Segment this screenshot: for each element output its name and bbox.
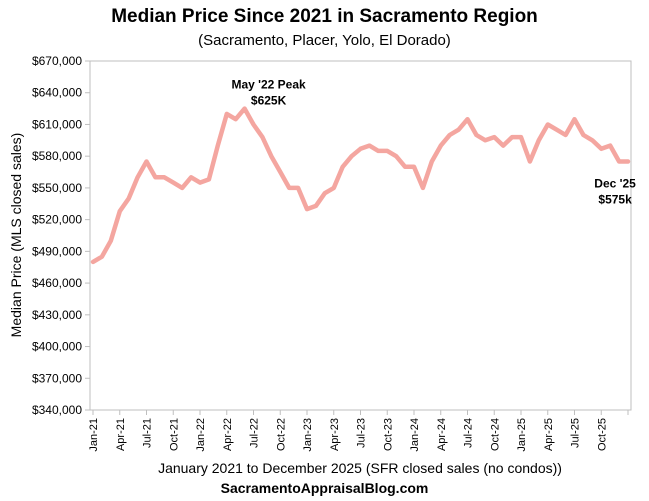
x-tick-label: Apr-22 xyxy=(222,418,234,451)
x-tick-label: Oct-21 xyxy=(168,418,180,451)
y-tick-label: $490,000 xyxy=(32,244,82,258)
x-tick-label: Jul-23 xyxy=(356,418,368,448)
x-tick-label: Oct-25 xyxy=(596,418,608,451)
x-tick-label: Oct-23 xyxy=(382,418,394,451)
x-tick-label: Jan-25 xyxy=(516,418,528,452)
source-credit: SacramentoAppraisalBlog.com xyxy=(220,480,429,496)
x-tick-label: Jul-25 xyxy=(570,418,582,448)
x-tick-label: Apr-23 xyxy=(329,418,341,451)
y-tick-label: $460,000 xyxy=(32,276,82,290)
x-axis-label: January 2021 to December 2025 (SFR close… xyxy=(158,460,562,476)
annotation-value: $625K xyxy=(251,94,287,108)
x-axis: Jan-21 Apr-21 Jul-21 Oct-21 Jan-22 Apr-22 Jul-… xyxy=(88,410,629,452)
x-tick-label: Jan-22 xyxy=(195,418,207,452)
x-tick-label: Apr-24 xyxy=(436,418,448,451)
series-line-median-price xyxy=(90,106,631,265)
y-tick-label: $430,000 xyxy=(32,308,82,322)
x-tick-label: Jan-24 xyxy=(409,418,421,452)
series-layer xyxy=(90,106,631,265)
x-tick-label: Apr-21 xyxy=(115,418,127,451)
x-tick-label: Oct-22 xyxy=(275,418,287,451)
y-tick-label: $550,000 xyxy=(32,181,82,195)
plot-area xyxy=(89,60,632,411)
y-tick-label: $640,000 xyxy=(32,86,82,100)
annotation-layer: May '22 Peak $625K Dec '25 $575k xyxy=(231,78,636,207)
y-tick-label: $580,000 xyxy=(32,149,82,163)
chart-title: Median Price Since 2021 in Sacramento Re… xyxy=(111,6,538,27)
annotation-label: May '22 Peak xyxy=(231,78,306,92)
x-tick-label: Jan-21 xyxy=(88,418,100,452)
annotation-label: Dec '25 xyxy=(594,176,636,190)
x-tick-label: Jul-22 xyxy=(249,418,261,448)
x-tick-label: Oct-24 xyxy=(489,418,501,451)
y-tick-label: $610,000 xyxy=(32,117,82,131)
x-tick-label: Jul-24 xyxy=(463,418,475,448)
annotation-value: $575k xyxy=(598,192,632,206)
y-tick-label: $400,000 xyxy=(32,340,82,354)
y-tick-label: $670,000 xyxy=(32,54,82,68)
y-axis-label: Median Price (MLS closed sales) xyxy=(8,133,24,338)
y-tick-label: $520,000 xyxy=(32,213,82,227)
y-axis: $340,000 $370,000 $400,000 $430,000 $460,000… xyxy=(32,54,90,417)
x-tick-label: Jul-21 xyxy=(142,418,154,448)
chart-subtitle: (Sacramento, Placer, Yolo, El Dorado) xyxy=(198,32,451,49)
x-tick-label: Apr-25 xyxy=(543,418,555,451)
y-tick-label: $340,000 xyxy=(32,403,82,417)
y-tick-label: $370,000 xyxy=(32,371,82,385)
x-tick-label: Jan-23 xyxy=(302,418,314,452)
